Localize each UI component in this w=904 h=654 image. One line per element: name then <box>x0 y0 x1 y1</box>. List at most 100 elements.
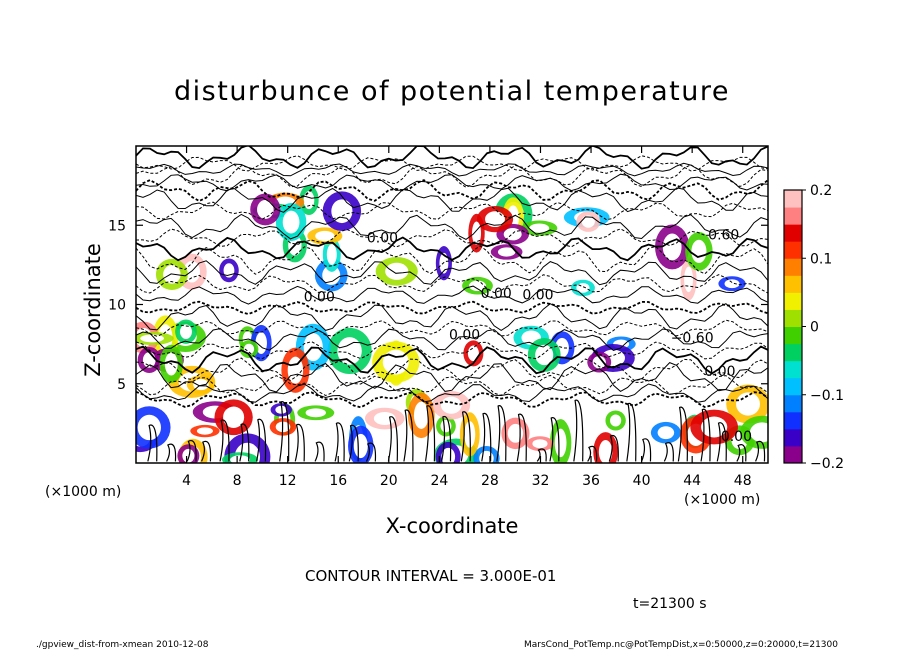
plume-contour <box>663 442 674 462</box>
plume-contour <box>736 444 747 462</box>
plume-contour <box>186 440 197 462</box>
field-blob-core <box>180 324 192 339</box>
field-blob-core <box>554 428 567 458</box>
plume-contour <box>587 445 598 462</box>
field-blob-core <box>529 223 550 233</box>
plume-contour <box>239 423 250 462</box>
field-blob-core <box>140 334 164 343</box>
contour-line <box>136 162 768 177</box>
colorbar-segment <box>784 377 802 396</box>
contour-line <box>136 187 768 213</box>
colorbar-segment <box>784 241 802 259</box>
field-blob-core <box>382 349 409 375</box>
footer-left: ./gpview_dist-from-xmean 2010-12-08 <box>36 640 209 650</box>
contour-line <box>136 300 768 315</box>
contour-label: 0.00 <box>449 327 480 343</box>
field-blob-core <box>581 215 595 228</box>
field-blob-core <box>497 247 516 257</box>
colorbar-segment <box>784 343 802 362</box>
field-layer: 0.00 0.00 0.00 0.00 0.60 0.00 −0.60 0.00 0.00 <box>136 146 768 463</box>
plot-area: 0.00 0.00 0.00 0.00 0.60 0.00 −0.60 0.00 0.00 <box>136 146 768 463</box>
plume-contour <box>460 411 471 462</box>
x-tick-label: 32 <box>532 473 550 489</box>
plume-contour <box>755 440 766 462</box>
x-axis-unit-right: (×1000 m) <box>684 492 761 508</box>
field-blob-core <box>724 279 740 289</box>
x-tick-label: 48 <box>734 473 752 489</box>
plume-contour <box>573 399 584 462</box>
contour-line <box>136 201 768 221</box>
field-blob-core <box>701 416 728 438</box>
plume-contour <box>255 418 267 462</box>
field-blob-core <box>684 266 693 293</box>
colorbar-segment <box>784 224 802 242</box>
plume-contour <box>641 438 652 462</box>
plume-contour <box>387 416 399 462</box>
field-blob-core <box>315 230 335 242</box>
colorbar-segment <box>784 207 802 225</box>
field-blob-core <box>472 221 482 245</box>
plume-contour <box>700 408 711 462</box>
contour-line <box>136 345 768 375</box>
colorbar-tick-label: −0.2 <box>810 456 844 472</box>
field-blob-core <box>657 426 675 440</box>
contour-line <box>136 173 768 192</box>
contour-line <box>136 374 768 397</box>
field-blob-core <box>182 448 195 463</box>
colorbar: 0.2 0.1 0 −0.1 −0.2 <box>783 183 844 472</box>
contour-line <box>136 383 768 403</box>
field-blob-core <box>275 405 288 414</box>
plume-contour <box>314 441 325 462</box>
plume-contour <box>365 442 377 462</box>
field-blob-core <box>507 423 524 443</box>
contour-label: 0.00 <box>522 288 553 304</box>
colorbar-segment <box>784 394 802 413</box>
contour-line <box>136 390 768 409</box>
field-blob-core <box>413 401 429 429</box>
contour-line <box>136 341 768 360</box>
colorbar-segment <box>784 411 802 430</box>
colorbar-segment <box>784 360 802 379</box>
contour-line <box>136 357 768 382</box>
colorbar-segment <box>784 275 802 293</box>
x-axis-label: X-coordinate <box>385 514 519 538</box>
plume-contour <box>496 405 507 462</box>
field-blob-core <box>353 433 368 459</box>
field-blob-core <box>440 396 462 414</box>
field-blob-core <box>535 344 554 366</box>
field-blob-core <box>749 422 768 443</box>
contour-line <box>136 164 768 188</box>
contour-line <box>136 228 768 248</box>
plume-contour <box>549 417 560 462</box>
time-label: t=21300 s <box>633 596 707 612</box>
plume-contour <box>166 443 177 462</box>
contour-line <box>136 213 768 240</box>
plume-contour <box>334 422 345 462</box>
x-tick-label: 28 <box>481 473 499 489</box>
x-tick-label: 12 <box>279 473 297 489</box>
colorbar-tick-label: −0.1 <box>810 388 844 404</box>
colorbar-segment <box>784 445 802 464</box>
field-blob-core <box>257 199 274 220</box>
y-tick-label: 10 <box>108 298 126 314</box>
field-blob-core <box>196 427 213 435</box>
field-blob-core <box>441 447 456 463</box>
field-blob-core <box>610 414 622 427</box>
x-tick-label: 44 <box>683 473 701 489</box>
plume-contour <box>348 424 359 462</box>
plume-contour <box>424 405 436 462</box>
field-blob-core <box>322 265 341 285</box>
field-blob-core <box>592 355 606 369</box>
plume-contour <box>516 413 527 462</box>
contour-line <box>136 236 768 262</box>
plume-contour <box>536 448 547 462</box>
field-blob-core <box>287 356 304 384</box>
field-blob-core <box>282 210 300 234</box>
plume-contour <box>219 419 230 462</box>
contour-label: 0.00 <box>704 364 735 380</box>
field-blob-core <box>305 408 326 418</box>
field-blob-core <box>691 239 707 263</box>
x-tick-label: 24 <box>430 473 448 489</box>
colorbar-segment <box>784 428 802 447</box>
